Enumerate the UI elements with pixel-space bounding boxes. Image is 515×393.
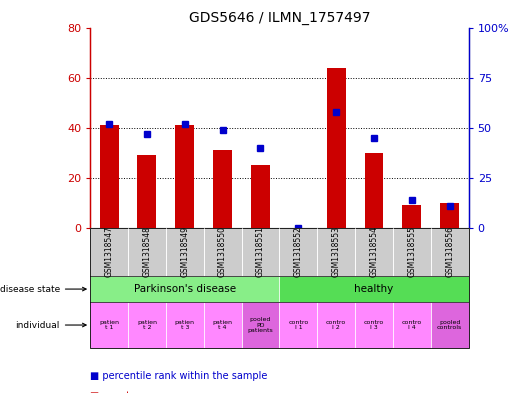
- Bar: [280, 302, 317, 348]
- Text: GSM1318554: GSM1318554: [370, 226, 379, 277]
- Text: GSM1318556: GSM1318556: [445, 226, 454, 277]
- Text: healthy: healthy: [354, 284, 393, 294]
- Text: GSM1318552: GSM1318552: [294, 226, 303, 277]
- Bar: [128, 228, 166, 276]
- Text: patien
t 2: patien t 2: [137, 320, 157, 331]
- Bar: [138, 155, 157, 228]
- Text: GSM1318555: GSM1318555: [407, 226, 416, 277]
- Text: individual: individual: [15, 321, 86, 330]
- Text: GSM1318550: GSM1318550: [218, 226, 227, 277]
- Bar: [90, 276, 280, 302]
- Bar: [431, 228, 469, 276]
- Text: GSM1318553: GSM1318553: [332, 226, 340, 277]
- Bar: [242, 228, 280, 276]
- Bar: [393, 302, 431, 348]
- Bar: [365, 153, 384, 228]
- Bar: [213, 150, 232, 228]
- Bar: [175, 125, 194, 228]
- Text: contro
l 3: contro l 3: [364, 320, 384, 331]
- Text: pooled
PD
patients: pooled PD patients: [248, 317, 273, 333]
- Bar: [128, 302, 166, 348]
- Text: patien
t 4: patien t 4: [213, 320, 233, 331]
- Bar: [280, 228, 317, 276]
- Bar: [393, 228, 431, 276]
- Text: pooled
controls: pooled controls: [437, 320, 462, 331]
- Text: patien
t 3: patien t 3: [175, 320, 195, 331]
- Bar: [251, 165, 270, 228]
- Bar: [402, 206, 421, 228]
- Text: contro
l 4: contro l 4: [402, 320, 422, 331]
- Text: disease state: disease state: [0, 285, 86, 294]
- Title: GDS5646 / ILMN_1757497: GDS5646 / ILMN_1757497: [188, 11, 370, 25]
- Bar: [90, 302, 128, 348]
- Text: GSM1318548: GSM1318548: [143, 226, 151, 277]
- Text: contro
l 2: contro l 2: [326, 320, 346, 331]
- Bar: [90, 228, 128, 276]
- Bar: [204, 302, 242, 348]
- Bar: [242, 302, 280, 348]
- Text: ■ percentile rank within the sample: ■ percentile rank within the sample: [90, 371, 267, 381]
- Text: contro
l 1: contro l 1: [288, 320, 308, 331]
- Text: ■ count: ■ count: [90, 391, 130, 393]
- Bar: [317, 302, 355, 348]
- Text: GSM1318547: GSM1318547: [105, 226, 113, 277]
- Bar: [280, 276, 469, 302]
- Bar: [327, 68, 346, 228]
- Bar: [166, 302, 204, 348]
- Text: GSM1318549: GSM1318549: [180, 226, 189, 277]
- Text: patien
t 1: patien t 1: [99, 320, 119, 331]
- Bar: [440, 203, 459, 228]
- Bar: [204, 228, 242, 276]
- Text: Parkinson's disease: Parkinson's disease: [134, 284, 236, 294]
- Bar: [431, 302, 469, 348]
- Bar: [355, 228, 393, 276]
- Bar: [99, 125, 118, 228]
- Text: GSM1318551: GSM1318551: [256, 226, 265, 277]
- Bar: [317, 228, 355, 276]
- Bar: [166, 228, 204, 276]
- Bar: [355, 302, 393, 348]
